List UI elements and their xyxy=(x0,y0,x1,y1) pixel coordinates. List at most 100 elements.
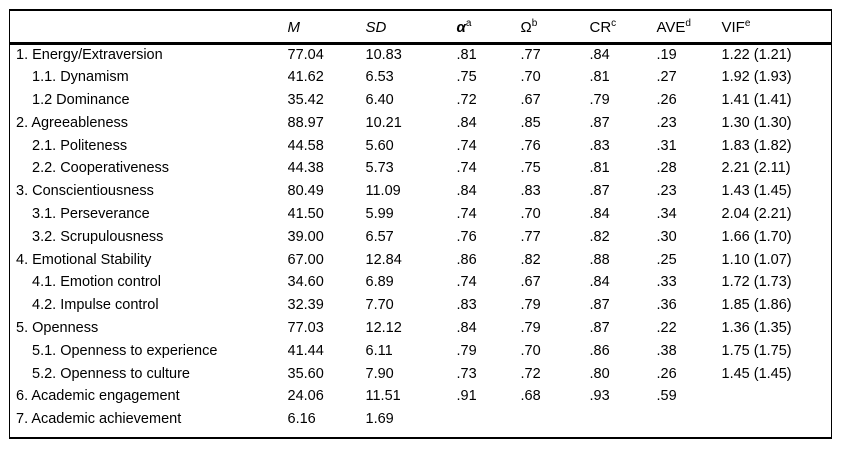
column-header-superscript: d xyxy=(685,17,691,29)
cell-sd: 10.21 xyxy=(365,114,402,131)
cell-vif: 2.04 (2.21) xyxy=(721,205,792,222)
cell-omega: .72 xyxy=(520,365,541,382)
table-row: 2.1. Politeness 44.58 5.60 .74 .76 .83 .31 1.83… xyxy=(10,134,832,157)
cell-m: 44.58 xyxy=(287,137,324,154)
cell-sd: 5.73 xyxy=(365,160,394,177)
cell-ave: .34 xyxy=(656,205,677,222)
cell-omega: .75 xyxy=(520,160,541,177)
cell-label: 4. Emotional Stability xyxy=(16,251,152,268)
cell-m: 34.60 xyxy=(287,274,324,291)
cell-cr: .87 xyxy=(589,114,610,131)
table-row: 3. Conscientiousness 80.49 11.09 .84 .83 .87.… xyxy=(10,180,832,203)
table-row: 6. Academic engagement 24.06 11.51 .91 .68 .9… xyxy=(10,385,832,408)
cell-m: 6.16 xyxy=(287,411,316,428)
cell-m: 41.50 xyxy=(287,205,324,222)
cell-alpha: .72 xyxy=(456,91,477,108)
cell-m: 35.60 xyxy=(287,365,324,382)
cell-label: 1.1. Dynamism xyxy=(32,69,129,86)
cell-alpha: .84 xyxy=(456,183,477,200)
cell-omega: .77 xyxy=(520,228,541,245)
cell-vif: 1.10 (1.07) xyxy=(721,251,792,268)
cell-vif: 1.41 (1.41) xyxy=(721,91,792,108)
cell-omega: .67 xyxy=(520,274,541,291)
table-row: 3.2. Scrupulousness 39.00 6.57 .76 .77 .82 .30… xyxy=(10,225,832,248)
cell-sd: 5.60 xyxy=(365,137,394,154)
cell-label: 2. Agreeableness xyxy=(16,114,129,131)
cell-sd: 6.11 xyxy=(365,342,393,359)
cell-omega: .70 xyxy=(520,205,541,222)
cell-sd: 12.84 xyxy=(365,251,402,268)
cell-sd: 11.51 xyxy=(365,388,401,405)
column-header-label: SD xyxy=(365,18,387,36)
cell-vif: 1.43 (1.45) xyxy=(721,183,792,200)
cell-cr: .88 xyxy=(589,251,610,268)
cell-omega: .70 xyxy=(520,69,541,86)
cell-alpha: .74 xyxy=(456,274,477,291)
cell-m: 41.44 xyxy=(287,342,324,359)
cell-cr: .87 xyxy=(589,297,610,314)
column-header-label xyxy=(9,10,288,45)
cell-alpha: .83 xyxy=(456,297,477,314)
cell-sd: 1.69 xyxy=(365,411,394,428)
cell-omega: .82 xyxy=(520,251,541,268)
cell-ave: .30 xyxy=(656,228,677,245)
cell-vif: 1.92 (1.93) xyxy=(721,69,792,86)
column-header-superscript: b xyxy=(531,17,538,29)
cell-cr: .80 xyxy=(589,365,610,382)
header-row: M SD αa Ωb CRc AVEd VIFe xyxy=(9,10,832,45)
cell-omega: .76 xyxy=(520,137,541,154)
cell-ave: .23 xyxy=(656,114,677,131)
cell-vif: 1.22 (1.21) xyxy=(721,47,792,64)
cell-alpha: .76 xyxy=(456,228,477,245)
column-header-alpha: αa xyxy=(456,10,521,45)
cell-ave: .19 xyxy=(656,47,677,64)
column-header-ave: AVEd xyxy=(656,10,722,45)
cell-vif xyxy=(722,408,832,431)
cell-omega: .83 xyxy=(520,183,541,200)
column-header-superscript: c xyxy=(611,17,617,29)
cell-vif: 1.36 (1.35) xyxy=(721,319,792,336)
table-row: 1.2 Dominance 35.42 6.40 .72 .67 .79 .26 1.41 (… xyxy=(10,89,832,112)
column-header-m: M xyxy=(287,10,366,45)
column-header-vif: VIFe xyxy=(721,10,832,45)
cell-vif: 2.21 (2.11) xyxy=(721,160,791,177)
column-header-label: α xyxy=(456,18,466,36)
cell-alpha: .74 xyxy=(456,205,477,222)
column-header-label: M xyxy=(287,18,301,36)
table-row: 5. Openness 77.03 12.12 .84 .79 .87 .22 1.36 (1… xyxy=(10,317,832,340)
cell-ave: .26 xyxy=(656,365,677,382)
cell-vif: 1.83 (1.82) xyxy=(721,137,792,154)
cell-label: 3.2. Scrupulousness xyxy=(32,228,164,245)
cell-vif: 1.85 (1.86) xyxy=(721,297,792,314)
column-header-omega: Ωb xyxy=(520,10,590,45)
cell-vif: 1.45 (1.45) xyxy=(721,365,792,382)
table-row: 3.1. Perseverance 41.50 5.99 .74 .70 .84 .34 2.… xyxy=(10,203,832,226)
cell-label: 2.2. Cooperativeness xyxy=(32,160,170,177)
cell-ave: .28 xyxy=(656,160,677,177)
cell-label: 3.1. Perseverance xyxy=(32,205,150,222)
cell-alpha: .74 xyxy=(456,160,477,177)
cell-m: 67.00 xyxy=(287,251,324,268)
cell-m: 80.49 xyxy=(287,183,324,200)
cell-omega: .77 xyxy=(520,47,541,64)
cell-alpha: .74 xyxy=(456,137,477,154)
cell-label: 6. Academic engagement xyxy=(16,388,180,405)
cell-alpha xyxy=(457,408,521,431)
table-row: 2. Agreeableness 88.97 10.21 .84 .85 .87 .23 1.… xyxy=(10,111,832,134)
cell-ave: .27 xyxy=(656,69,677,86)
cell-sd: 6.40 xyxy=(365,91,394,108)
table-header: M SD αa Ωb CRc AVEd VIFe xyxy=(9,10,832,45)
cell-ave: .26 xyxy=(656,91,677,108)
cell-label: 5.2. Openness to culture xyxy=(32,365,190,382)
column-header-sd: SD xyxy=(365,10,457,45)
cell-ave: .23 xyxy=(656,183,677,200)
cell-m: 77.04 xyxy=(287,47,324,64)
cell-m: 32.39 xyxy=(287,297,324,314)
column-header-label: AVE xyxy=(656,18,686,36)
cell-vif: 1.30 (1.30) xyxy=(721,114,792,131)
table-row: 5.2. Openness to culture 35.60 7.90 .73 .72.… xyxy=(10,362,832,385)
cell-label: 4.2. Impulse control xyxy=(32,297,159,314)
cell-cr xyxy=(590,408,657,431)
cell-cr: .79 xyxy=(589,91,610,108)
cell-cr: .87 xyxy=(589,183,610,200)
